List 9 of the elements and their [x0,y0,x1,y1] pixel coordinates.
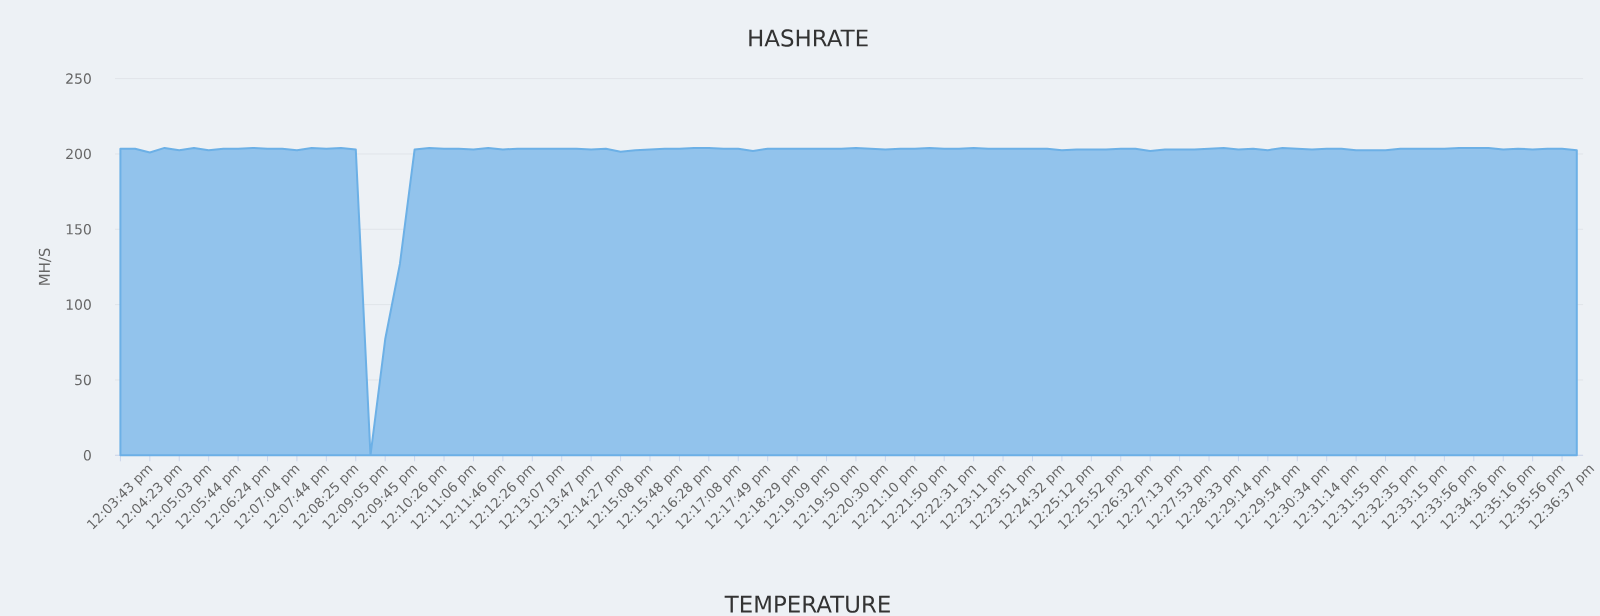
text: TEMPERATURE [724,595,890,613]
y-tick-label: 200 [66,148,91,160]
y-tick-label: 50 [75,374,91,386]
y-tick-label: 0 [83,450,91,461]
y-tick-label: 100 [66,299,91,310]
y-tick-label: 150 [66,224,91,235]
y-tick-label: 250 [66,73,91,84]
chart-title: HASHRATE [749,29,868,47]
y-axis-title: MH/S [38,248,52,285]
